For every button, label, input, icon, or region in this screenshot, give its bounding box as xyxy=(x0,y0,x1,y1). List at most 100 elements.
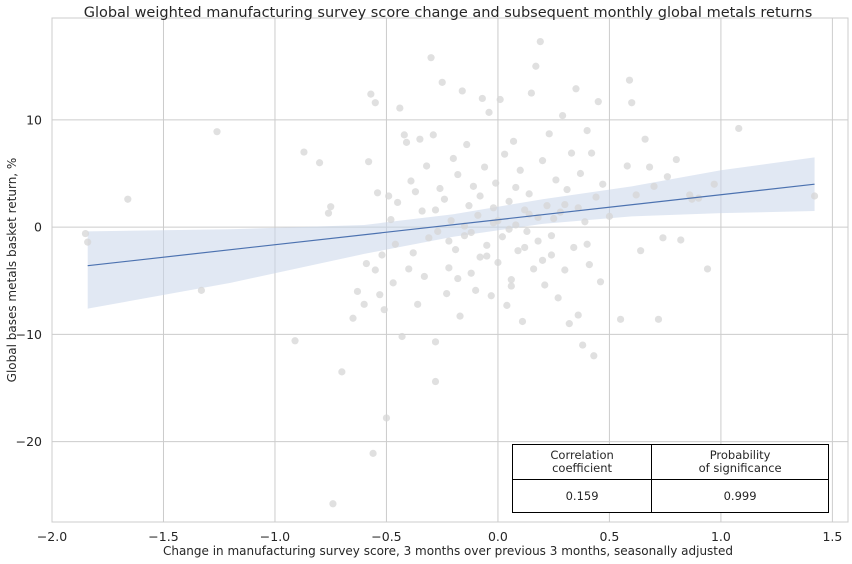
scatter-point xyxy=(558,111,567,120)
scatter-point xyxy=(574,204,582,212)
scatter-point xyxy=(552,176,560,184)
y-tick-label: −10 xyxy=(16,327,42,342)
scatter-point xyxy=(422,162,431,170)
scatter-point xyxy=(398,332,406,341)
y-axis-label: Global bases metals basket return, % xyxy=(5,158,19,383)
scatter-point xyxy=(518,317,527,326)
scatter-point xyxy=(362,259,370,268)
scatter-point xyxy=(592,193,600,201)
scatter-point xyxy=(124,195,132,203)
y-tick-label: 10 xyxy=(26,112,42,127)
scatter-point xyxy=(402,138,411,146)
scatter-point xyxy=(561,200,569,209)
scatter-point xyxy=(378,251,386,259)
scatter-point xyxy=(425,234,433,242)
scatter-point xyxy=(695,194,703,202)
scatter-point xyxy=(505,197,513,205)
scatter-point xyxy=(371,266,379,274)
scatter-point xyxy=(405,265,413,273)
scatter-point xyxy=(371,99,379,107)
scatter-point xyxy=(677,236,685,244)
x-tick-label: 1.0 xyxy=(711,529,731,544)
scatter-point xyxy=(414,300,422,308)
scatter-point xyxy=(451,246,460,254)
scatter-point xyxy=(521,206,529,214)
stats-header-correlation: Correlation coefficient xyxy=(511,444,653,480)
scatter-point xyxy=(521,243,529,252)
scatter-point xyxy=(561,266,569,274)
scatter-point xyxy=(460,232,469,240)
scatter-point xyxy=(418,207,426,215)
scatter-point xyxy=(494,258,502,267)
scatter-point xyxy=(360,300,368,308)
scatter-point xyxy=(382,414,391,422)
scatter-point xyxy=(628,99,636,107)
scatter-point xyxy=(476,253,484,261)
scatter-point xyxy=(505,225,513,233)
scatter-point xyxy=(514,247,522,255)
scatter-point xyxy=(431,377,440,386)
scatter-point xyxy=(197,286,205,294)
scatter-point xyxy=(458,87,466,95)
scatter-point xyxy=(483,252,491,260)
scatter-point xyxy=(507,282,515,290)
scatter-point xyxy=(516,166,524,174)
scatter-point xyxy=(605,212,614,220)
scatter-point xyxy=(503,301,511,309)
scatter-point xyxy=(485,108,493,116)
x-tick-label: 1.5 xyxy=(822,529,842,544)
y-tick-labels: −20 −10 0 10 xyxy=(16,112,42,449)
scatter-point xyxy=(327,203,335,211)
scatter-point xyxy=(84,238,92,246)
x-tick-label: 0.0 xyxy=(488,529,508,544)
scatter-point xyxy=(632,191,640,199)
scatter-point xyxy=(463,140,471,149)
scatter-point xyxy=(637,247,645,255)
scatter-point xyxy=(590,352,598,360)
scatter-point xyxy=(581,218,589,226)
scatter-point xyxy=(478,94,486,103)
x-tick-label: −2.0 xyxy=(37,529,67,544)
scatter-point xyxy=(735,124,743,133)
scatter-point xyxy=(480,163,489,171)
scatter-point xyxy=(523,227,531,235)
scatter-point xyxy=(454,170,462,179)
scatter-point xyxy=(411,188,420,196)
scatter-point xyxy=(532,62,540,70)
scatter-point xyxy=(494,217,502,225)
scatter-point xyxy=(536,37,544,46)
scatter-point xyxy=(483,241,491,249)
scatter-point xyxy=(436,184,444,193)
regression-line-segment xyxy=(87,183,815,267)
scatter-point xyxy=(213,128,221,136)
scatter-point xyxy=(467,228,475,237)
scatter-point xyxy=(373,189,382,197)
scatter-point xyxy=(349,314,357,322)
scatter-point xyxy=(645,163,654,171)
x-axis-label: Change in manufacturing survey score, 3 … xyxy=(163,544,733,558)
scatter-point xyxy=(534,237,542,245)
scatter-point xyxy=(300,148,308,156)
stats-value-probability: 0.999 xyxy=(651,479,829,513)
scatter-point xyxy=(650,182,658,190)
scatter-point xyxy=(456,312,464,320)
scatter-point xyxy=(579,341,587,349)
scatter-point xyxy=(641,135,649,143)
scatter-point xyxy=(538,157,547,165)
scatter-point xyxy=(489,204,498,212)
scatter-point xyxy=(472,286,480,294)
scatter-point xyxy=(445,264,453,272)
scatter-point xyxy=(81,229,90,238)
scatter-point xyxy=(429,131,437,139)
scatter-point xyxy=(574,311,582,319)
scatter-point xyxy=(541,281,549,289)
scatter-point xyxy=(469,182,478,190)
scatter-point xyxy=(353,287,362,296)
scatter-point xyxy=(572,85,580,93)
x-tick-label: 0.5 xyxy=(599,529,619,544)
scatter-point xyxy=(431,338,440,346)
scatter-point xyxy=(400,131,408,139)
scatter-point xyxy=(599,180,607,188)
scatter-point xyxy=(291,337,299,345)
